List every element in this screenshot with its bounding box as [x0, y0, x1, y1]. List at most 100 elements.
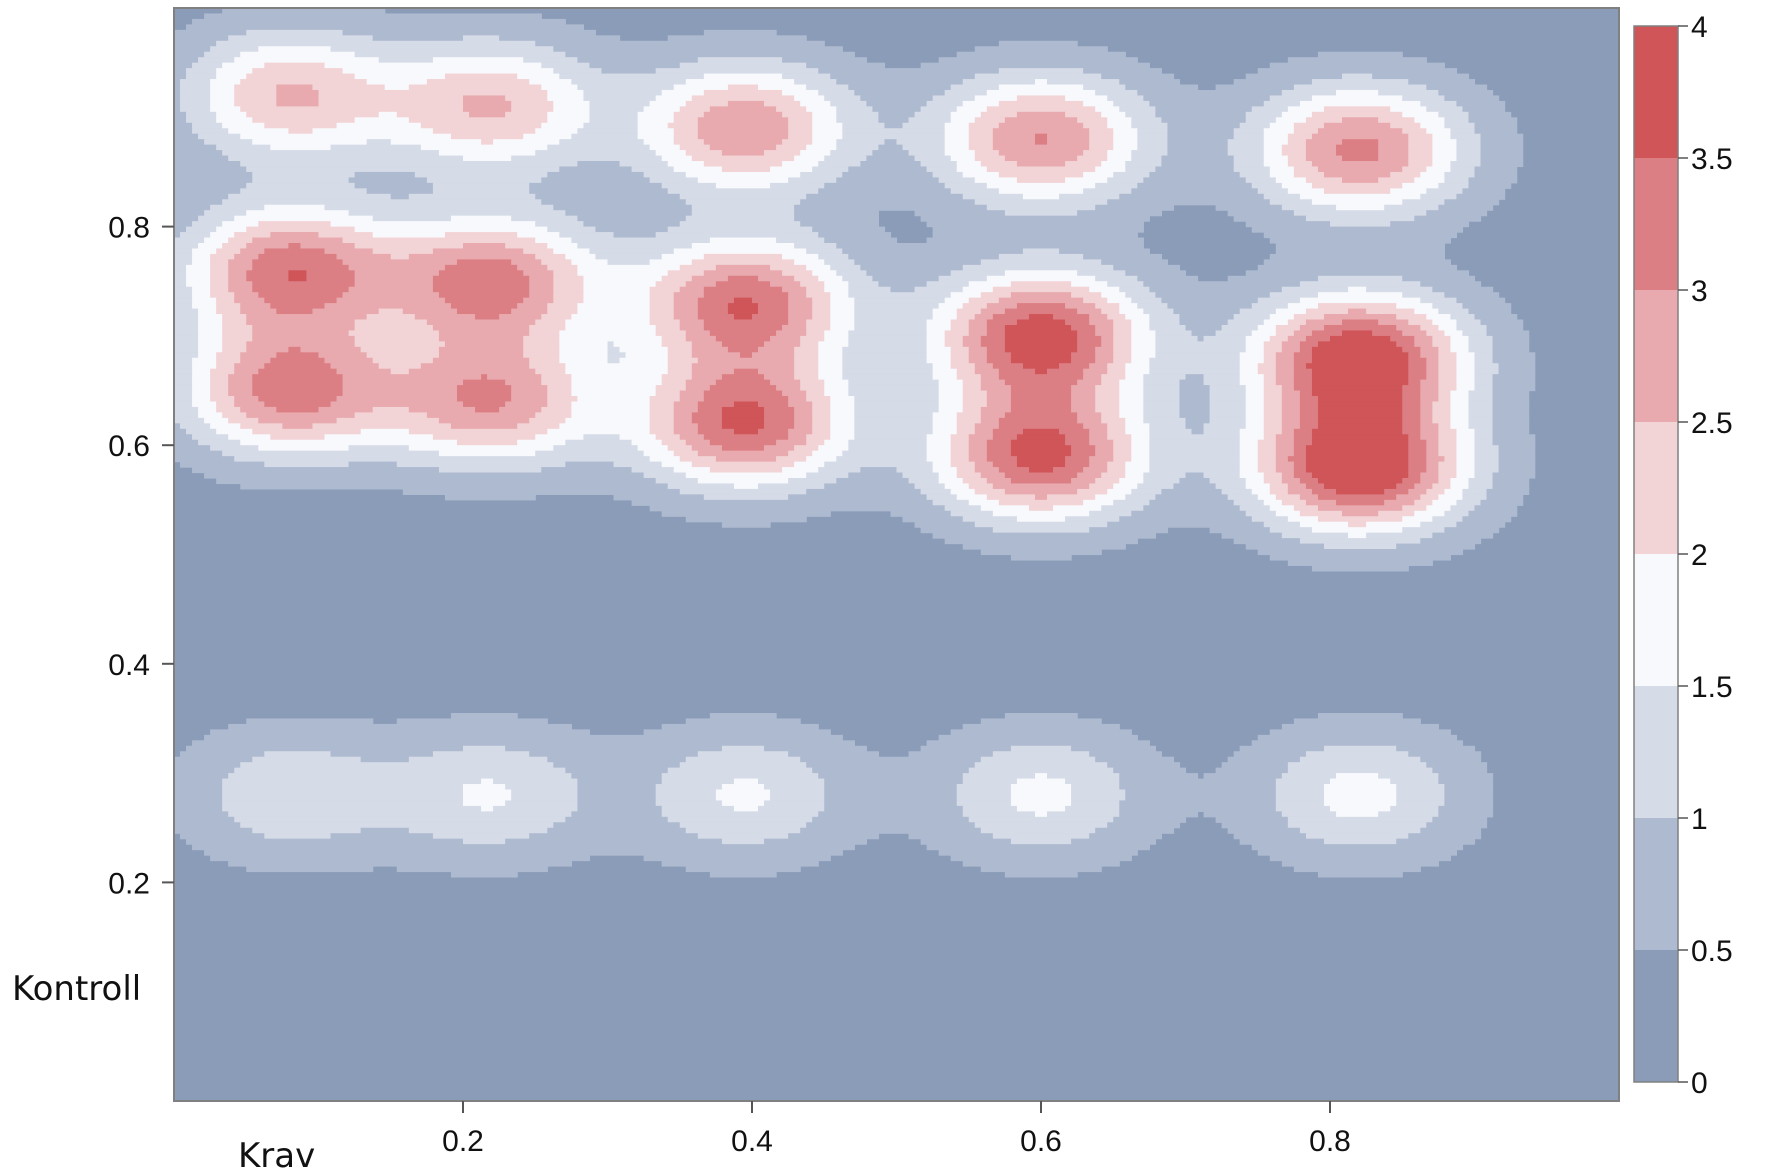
contour-cell	[1034, 494, 1048, 501]
contour-cell	[691, 210, 795, 217]
contour-cell	[649, 297, 675, 304]
contour-cell	[222, 150, 440, 157]
contour-cell	[1299, 341, 1319, 348]
contour-cell	[992, 510, 1090, 517]
contour-cell	[1275, 368, 1295, 375]
contour-cell	[1053, 314, 1090, 321]
contour-cell	[252, 286, 350, 293]
contour-cell	[685, 379, 717, 386]
contour-cell	[1323, 838, 1397, 845]
contour-cell	[764, 406, 795, 413]
contour-cell	[378, 111, 398, 118]
contour-cell	[1239, 368, 1259, 375]
contour-cell	[824, 385, 849, 392]
contour-cell	[565, 253, 597, 260]
contour-cell	[174, 199, 223, 206]
contour-cell	[1028, 505, 1054, 512]
contour-cell	[1414, 483, 1433, 490]
contour-cell	[234, 368, 259, 375]
contour-cell	[384, 84, 410, 91]
contour-cell	[174, 363, 193, 370]
contour-cell	[1233, 215, 1307, 222]
contour-cell	[1293, 379, 1313, 386]
contour-cell	[758, 84, 807, 91]
contour-cell	[986, 319, 1018, 326]
contour-cell	[1269, 237, 1452, 244]
contour-cell	[529, 292, 554, 299]
contour-cell	[782, 253, 819, 260]
contour-cell	[836, 456, 928, 463]
contour-cell	[1089, 439, 1114, 446]
contour-cell	[1083, 467, 1108, 474]
contour-cell	[1468, 182, 1512, 189]
contour-cell	[655, 324, 681, 332]
contour-cell	[800, 199, 976, 206]
contour-cell	[174, 773, 229, 780]
contour-cell	[174, 374, 193, 381]
contour-cell	[1444, 784, 1494, 791]
contour-cell	[926, 352, 952, 359]
contour-cell	[535, 450, 645, 457]
contour-cell	[673, 84, 729, 91]
contour-cell	[174, 308, 199, 315]
contour-cell	[866, 270, 952, 277]
contour-cell	[1450, 412, 1470, 419]
contour-cell	[210, 423, 241, 430]
contour-cell	[432, 357, 530, 364]
contour-cell	[1444, 330, 1464, 337]
contour-cell	[962, 543, 1126, 550]
contour-cell	[270, 357, 326, 364]
contour-cell	[962, 171, 1000, 179]
contour-cell	[926, 456, 952, 463]
contour-cell	[1113, 341, 1132, 348]
contour-cell	[547, 303, 578, 310]
contour-cell	[1311, 385, 1403, 392]
contour-cell	[529, 275, 554, 282]
contour-cell	[354, 324, 434, 332]
contour-cell	[661, 275, 693, 282]
contour-cell	[216, 406, 241, 413]
contour-cell	[1299, 477, 1319, 485]
contour-cell	[1498, 363, 1536, 370]
contour-cell	[1143, 472, 1187, 479]
contour-cell	[649, 456, 681, 463]
contour-cell	[553, 204, 693, 211]
contour-cell	[992, 286, 1090, 293]
contour-cell	[1149, 467, 1241, 474]
contour-cell	[842, 275, 874, 282]
contour-cell	[1095, 275, 1138, 282]
contour-cell	[649, 319, 681, 326]
contour-cell	[830, 324, 855, 332]
contour-cell	[908, 833, 994, 840]
contour-cell	[764, 100, 801, 107]
contour-cell	[571, 773, 663, 780]
contour-cell	[432, 281, 530, 288]
contour-cell	[414, 314, 476, 321]
contour-cell	[210, 729, 591, 736]
contour-cell	[980, 111, 1018, 118]
contour-cell	[1432, 412, 1452, 419]
contour-cell	[685, 516, 807, 523]
contour-cell	[691, 445, 723, 452]
contour-cell	[174, 264, 187, 271]
contour-cell	[667, 346, 693, 353]
x-tick-label: 0.8	[1309, 1125, 1351, 1158]
contour-cell	[697, 177, 789, 184]
contour-cell	[673, 117, 699, 124]
contour-cell	[980, 259, 1102, 266]
contour-cell	[1426, 330, 1445, 337]
contour-cell	[493, 139, 560, 146]
contour-cell	[1426, 363, 1439, 370]
contour-cell	[198, 215, 235, 222]
contour-cell	[1131, 150, 1169, 157]
contour-cell	[661, 461, 693, 468]
contour-cell	[1137, 144, 1169, 151]
contour-cell	[589, 117, 639, 124]
contour-cell	[1275, 439, 1295, 446]
contour-cell	[794, 275, 819, 282]
contour-cell	[1390, 171, 1421, 179]
contour-cell	[968, 319, 988, 326]
contour-cell	[1269, 488, 1289, 495]
contour-cell	[1299, 412, 1319, 419]
contour-cell	[1378, 89, 1439, 97]
